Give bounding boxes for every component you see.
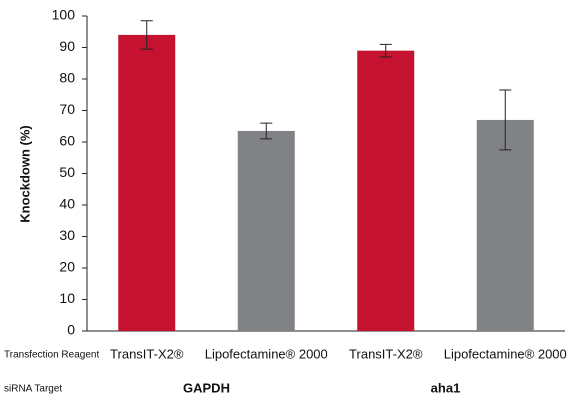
bar	[476, 119, 534, 331]
x-tick-label: TransIT-X2®	[110, 346, 184, 361]
error-bar	[140, 20, 153, 50]
bar	[237, 130, 295, 331]
bar	[357, 50, 415, 332]
y-tick-label: 100	[52, 7, 76, 23]
y-tick-label: 80	[59, 70, 75, 86]
y-tick-label: 50	[59, 164, 75, 180]
error-bar	[260, 122, 273, 140]
error-bar	[379, 43, 392, 58]
x-tick-label: Lipofectamine® 2000	[205, 346, 328, 361]
y-tick-label: 0	[67, 322, 75, 338]
y-tick-label: 20	[59, 259, 75, 275]
row-label: Transfection Reagent	[4, 350, 99, 361]
row-label: siRNA Target	[4, 384, 62, 395]
y-tick-label: 60	[59, 133, 75, 149]
y-axis-label: Knockdown (%)	[17, 125, 32, 223]
y-tick-label: 90	[59, 38, 75, 54]
y-tick-label: 30	[59, 227, 75, 243]
y-tick-label: 70	[59, 101, 75, 117]
y-tick-label: 10	[59, 290, 75, 306]
y-tick-label: 40	[59, 196, 75, 212]
x-tick-label: TransIT-X2®	[349, 346, 423, 361]
group-label: aha1	[431, 380, 461, 395]
error-bar	[499, 89, 512, 151]
bar	[118, 34, 176, 332]
group-label: GAPDH	[183, 380, 230, 395]
x-tick-label: Lipofectamine® 2000	[444, 346, 567, 361]
